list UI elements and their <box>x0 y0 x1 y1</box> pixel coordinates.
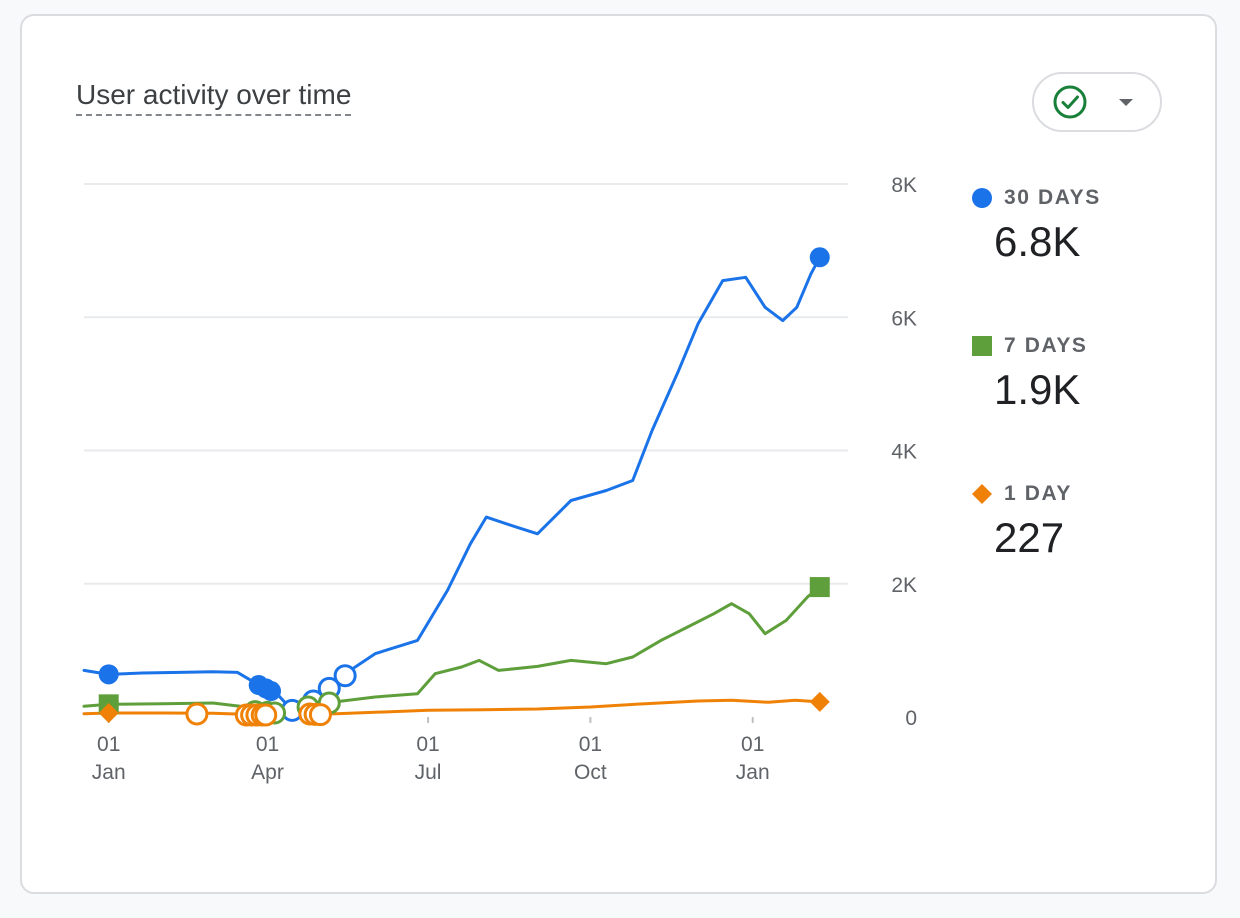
square-marker-icon <box>972 336 992 356</box>
data-point-30-days <box>261 681 282 702</box>
data-point-1-day <box>254 703 278 727</box>
y-tick-label: 8K <box>891 174 917 197</box>
x-tick-month: Oct <box>574 761 607 784</box>
data-point-1-day <box>185 702 209 726</box>
x-tick-month: Apr <box>251 761 284 784</box>
series-line-7-days <box>82 585 822 715</box>
data-point-1-day <box>308 703 332 727</box>
legend-item-1-day[interactable]: 1 DAY 227 <box>972 482 1072 562</box>
card-title[interactable]: User activity over time <box>76 78 352 116</box>
circle-marker-icon <box>972 188 992 208</box>
grid <box>84 183 848 585</box>
x-tick-month: Jan <box>92 761 126 784</box>
check-circle-icon <box>1053 85 1087 119</box>
comparison-status-dropdown[interactable] <box>1032 72 1162 132</box>
legend-item-7-days[interactable]: 7 DAYS 1.9K <box>972 334 1088 414</box>
x-tick-day: 01 <box>256 733 279 756</box>
x-tick-day: 01 <box>741 733 764 756</box>
data-point-1-day <box>809 691 830 712</box>
legend-label: 1 DAY <box>1004 482 1072 505</box>
legend-value: 1.9K <box>994 366 1081 413</box>
legend-item-30-days[interactable]: 30 DAYS 6.8K <box>972 186 1101 266</box>
y-tick-label: 0 <box>905 707 917 730</box>
x-tick-day: 01 <box>579 733 602 756</box>
line-chart: 0 2K 4K 6K 8K 01 Jan 01 Apr 01 Jul 01 Oct 01 Jan <box>82 174 917 784</box>
legend-label: 7 DAYS <box>1004 334 1088 357</box>
y-tick-label: 2K <box>891 574 917 597</box>
diamond-marker-icon <box>972 484 992 504</box>
y-axis: 0 2K 4K 6K 8K <box>891 174 917 730</box>
series-markers <box>98 247 830 727</box>
x-tick-month: Jan <box>736 761 770 784</box>
y-tick-label: 4K <box>891 441 917 464</box>
legend-value: 6.8K <box>994 218 1081 265</box>
x-tick-day: 01 <box>97 733 120 756</box>
data-point-30-days <box>333 664 357 688</box>
data-point-30-days <box>809 247 830 268</box>
x-tick-month: Jul <box>415 761 442 784</box>
caret-down-icon <box>1119 99 1133 106</box>
data-point-1-day <box>98 703 119 724</box>
user-activity-card: User activity over time 0 2K 4K 6K 8K 01 Jan 0… <box>20 14 1217 894</box>
x-axis: 01 Jan 01 Apr 01 Jul 01 Oct 01 Jan <box>92 717 770 784</box>
series-line-30-days <box>82 255 822 712</box>
data-point-30-days <box>98 664 119 685</box>
series-lines <box>82 255 822 717</box>
data-point-7-days <box>809 577 830 598</box>
y-tick-label: 6K <box>891 307 917 330</box>
x-tick-day: 01 <box>416 733 439 756</box>
legend-label: 30 DAYS <box>1004 186 1101 209</box>
legend-value: 227 <box>994 514 1065 561</box>
